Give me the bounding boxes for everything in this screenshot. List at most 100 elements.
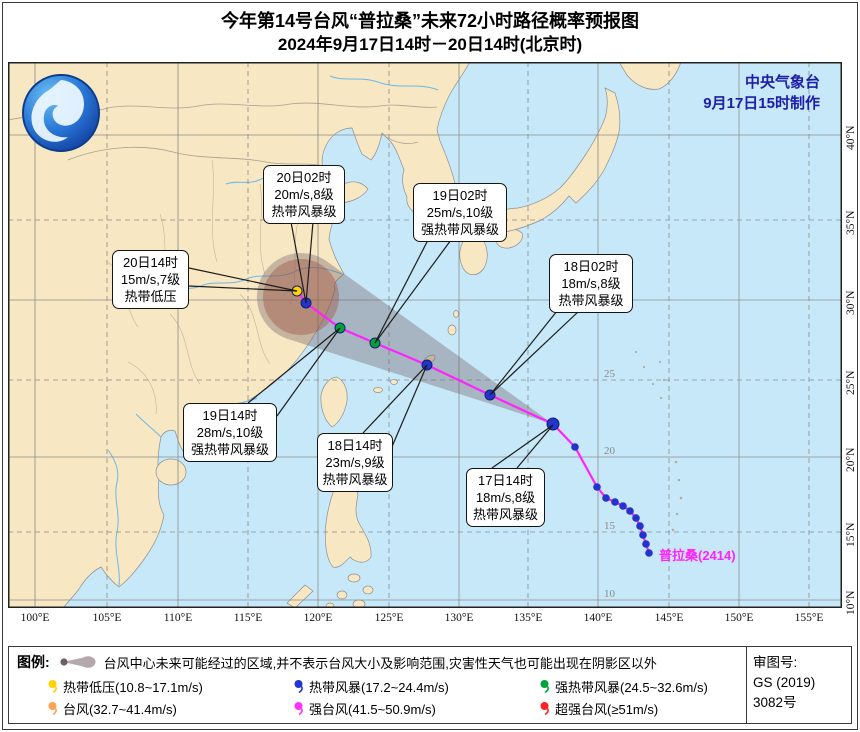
lat-axis-label: 25°N	[845, 370, 857, 395]
graticule	[8, 62, 842, 608]
lon-axis-label: 110°E	[163, 612, 193, 624]
callout-leader	[247, 327, 341, 404]
map-area: 25 20 15 10	[7, 61, 842, 610]
callout-line: 19日02时	[432, 188, 488, 203]
lat-axis-label: 20°N	[845, 447, 857, 472]
legend: 图例: 台风中心未来可能经过的区域,并不表示台风大小及影响范围,灾害性天气也可能…	[8, 646, 852, 724]
island	[373, 387, 383, 393]
agency-name: 中央气象台	[744, 74, 820, 91]
inner-lat-label: 20	[604, 445, 616, 457]
forecast-callout: 20日14时 15m/s,7级 热带低压	[112, 250, 189, 309]
island	[447, 324, 457, 336]
forecast-callout: 19日14时 28m/s,10级 强热带风暴级	[183, 403, 277, 462]
coastline-hainan	[155, 458, 187, 486]
forecast-callout: 19日02时 25m/s,10级 强热带风暴级	[413, 183, 507, 242]
inner-lat-label: 25	[604, 368, 616, 380]
legend-item: 超强台风(≥51m/s)	[539, 697, 740, 719]
observed-position-dot	[636, 522, 644, 530]
observed-position-dot	[611, 498, 619, 506]
callout-leader	[276, 327, 341, 417]
observed-position-dot	[626, 507, 634, 515]
legend-item-label: 热带风暴(17.2~24.4m/s)	[309, 679, 449, 695]
legend-item-label: 强台风(41.5~50.9m/s)	[309, 701, 436, 717]
callout-line: 18日02时	[563, 259, 619, 274]
callout-line: 20m/s,8级	[274, 187, 334, 202]
legend-title: 图例:	[17, 654, 50, 670]
lon-axis-label: 135°E	[513, 612, 543, 624]
forecast-callout: 18日14时 23m/s,9级 热带风暴级	[317, 433, 393, 492]
forecast-callout: 20日02时 20m/s,8级 热带风暴级	[263, 165, 345, 224]
observed-position-dot	[642, 540, 650, 548]
typhoon-marker-icon	[540, 701, 549, 715]
observed-position-dot	[632, 514, 640, 522]
callout-line: 25m/s,10级	[426, 205, 494, 220]
inner-grid-labels: 25 20 15 10	[604, 368, 616, 600]
lat-axis-label: 10°N	[845, 590, 857, 615]
typhoon-name-label: 普拉桑(2414)	[659, 548, 736, 563]
typhoon-marker-icon	[48, 701, 57, 715]
legend-item: 热带风暴(17.2~24.4m/s)	[293, 675, 539, 697]
lat-axis-label: 30°N	[845, 290, 857, 315]
typhoon-marker-icon	[540, 679, 549, 693]
approval-number: GS (2019) 3082号	[753, 675, 816, 710]
approval-box: 审图号: GS (2019) 3082号	[746, 647, 851, 723]
agency-credit: 中央气象台 9月17日15时制作	[580, 72, 820, 114]
typhoon-marker-icon	[294, 679, 303, 693]
callout-leader	[390, 364, 428, 450]
legend-item-label: 超强台风(≥51m/s)	[555, 701, 659, 717]
callout-line: 28m/s,10级	[196, 425, 264, 440]
legend-items: 热带低压(10.8~17.1m/s) 热带风暴(17.2~24.4m/s) 强热带风…	[47, 675, 740, 719]
callout-line: 17日14时	[478, 473, 533, 488]
legend-item: 强热带风暴(24.5~32.6m/s)	[539, 675, 740, 697]
inner-lat-label: 15	[604, 520, 616, 532]
lon-axis-label: 125°E	[374, 612, 404, 624]
island	[362, 585, 374, 595]
callout-leader	[516, 424, 554, 469]
island	[390, 379, 398, 385]
coastline-taiwan	[320, 376, 348, 428]
legend-item: 强台风(41.5~50.9m/s)	[293, 697, 539, 719]
callout-leader	[188, 285, 298, 292]
map-border	[8, 62, 842, 608]
cone-polygon	[256, 252, 553, 424]
observed-position-dot	[619, 502, 627, 510]
typhoon-marker-icon	[294, 701, 303, 715]
coastline-asia	[7, 61, 471, 609]
observed-position-dot	[639, 531, 647, 539]
callout-leader-lines	[188, 221, 580, 469]
lon-axis-label: 155°E	[794, 612, 824, 624]
callout-leader	[489, 310, 580, 396]
lon-axis-label: 140°E	[583, 612, 613, 624]
callout-line: 18m/s,8级	[561, 276, 621, 291]
lat-axis-label: 35°N	[845, 210, 857, 235]
coastline-luzon	[324, 475, 372, 568]
forecast-callout: 17日14时 18m/s,8级 热带风暴级	[466, 468, 545, 527]
legend-item-label: 强热带风暴(24.5~32.6m/s)	[555, 679, 708, 695]
callout-leader	[305, 221, 314, 304]
legend-note: 台风中心未来可能经过的区域,并不表示台风大小及影响范围,灾害性天气也可能出现在阴…	[103, 655, 657, 671]
typhoon-marker-icon	[48, 679, 57, 693]
pacific-islets	[634, 350, 683, 532]
callout-line: 20日02时	[276, 170, 332, 185]
callout-line: 热带风暴级	[472, 507, 538, 522]
observed-position-dot	[645, 549, 653, 557]
map-svg: 25 20 15 10	[7, 61, 842, 610]
callout-line: 热带风暴级	[322, 472, 388, 487]
callout-line: 18日14时	[327, 438, 383, 453]
approval-label: 审图号:	[753, 655, 798, 670]
inner-lat-label: 10	[604, 588, 616, 600]
page-title: 今年第14号台风“普拉桑”未来72小时路径概率预报图 2024年9月17日14时…	[0, 9, 860, 56]
callout-line: 19日14时	[202, 408, 258, 423]
coastline-hokkaido	[618, 61, 682, 90]
observed-position-dot	[602, 494, 610, 502]
lat-axis-label: 40°N	[845, 125, 857, 150]
observed-position-dot	[593, 483, 601, 491]
lon-axis-label: 100°E	[20, 612, 50, 624]
callout-line: 热带风暴级	[271, 204, 337, 219]
lon-axis-label: 130°E	[444, 612, 474, 624]
cone-icon	[60, 656, 96, 668]
callout-leader	[374, 239, 452, 344]
lon-axis-label: 105°E	[92, 612, 122, 624]
cma-logo	[22, 74, 100, 152]
